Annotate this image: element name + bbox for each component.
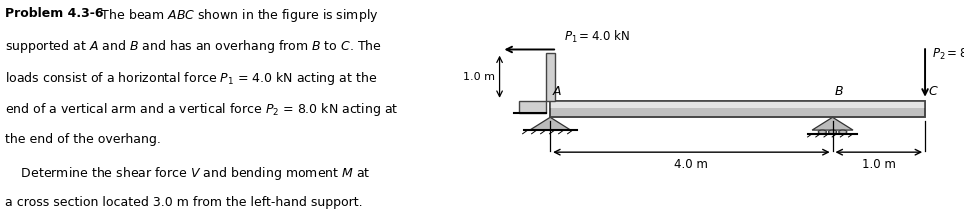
Text: loads consist of a horizontal force $P_1$ = 4.0 kN acting at the: loads consist of a horizontal force $P_1… [5, 70, 377, 87]
Text: supported at $A$ and $B$ and has an overhang from $B$ to $C$. The: supported at $A$ and $B$ and has an over… [5, 38, 382, 55]
Text: 1.0 m: 1.0 m [862, 158, 896, 171]
FancyBboxPatch shape [550, 101, 925, 117]
Text: $P_2 = 8.0$ kN: $P_2 = 8.0$ kN [932, 46, 964, 62]
Text: C: C [929, 85, 938, 98]
Circle shape [839, 130, 846, 134]
Text: $P_1 = 4.0$ kN: $P_1 = 4.0$ kN [564, 29, 630, 45]
Circle shape [818, 130, 826, 134]
Text: end of a vertical arm and a vertical force $P_2$ = 8.0 kN acting at: end of a vertical arm and a vertical for… [5, 101, 398, 118]
Text: A: A [552, 85, 561, 98]
Circle shape [828, 130, 837, 134]
FancyBboxPatch shape [519, 101, 546, 113]
Text: The beam $ABC$ shown in the figure is simply: The beam $ABC$ shown in the figure is si… [94, 7, 379, 24]
Polygon shape [530, 117, 571, 130]
Text: B: B [835, 85, 844, 98]
FancyBboxPatch shape [546, 53, 554, 101]
Polygon shape [812, 117, 853, 130]
Text: 4.0 m: 4.0 m [675, 158, 709, 171]
Text: a cross section located 3.0 m from the left-hand support.: a cross section located 3.0 m from the l… [5, 196, 362, 209]
Text: Determine the shear force $V$ and bending moment $M$ at: Determine the shear force $V$ and bendin… [5, 165, 370, 182]
Text: 1.0 m: 1.0 m [463, 72, 495, 82]
Text: the end of the overhang.: the end of the overhang. [5, 133, 161, 146]
FancyBboxPatch shape [550, 101, 925, 108]
Text: Problem 4.3-6: Problem 4.3-6 [5, 7, 103, 20]
